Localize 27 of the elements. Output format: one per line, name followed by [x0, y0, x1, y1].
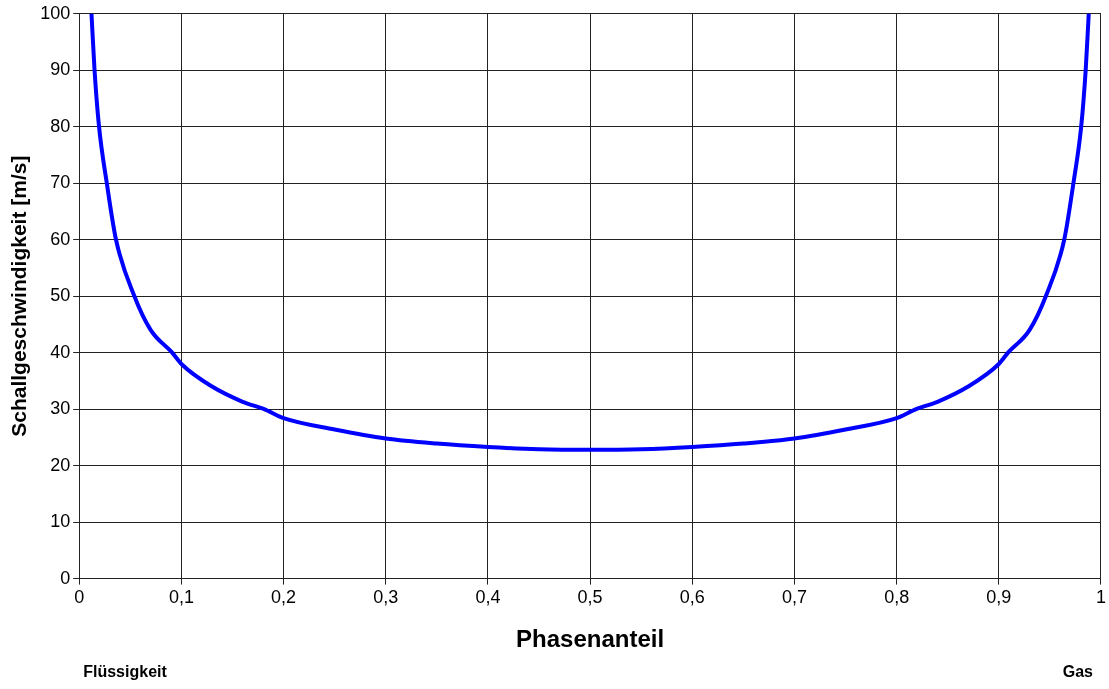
y-tick-label: 50	[50, 285, 71, 306]
x-tick-label: 0,1	[168, 587, 194, 608]
x-axis-title: Phasenanteil	[516, 625, 665, 653]
x-tick-label: 0,7	[781, 587, 807, 608]
x-tick-label: 0,9	[986, 587, 1012, 608]
y-tick-label: 30	[50, 398, 71, 419]
y-tick-label: 90	[50, 59, 71, 80]
x-tick-label: 0	[74, 587, 85, 608]
y-tick-label: 10	[50, 511, 71, 532]
x-tick-label: 0,4	[475, 587, 501, 608]
x-tick-label: 0,3	[373, 587, 399, 608]
text: Gas	[1062, 663, 1094, 681]
y-tick-label: 20	[50, 454, 71, 475]
y-tick-label: 80	[50, 115, 71, 136]
y-tick-label: 40	[50, 341, 71, 362]
y-tick-label: 100	[40, 2, 71, 23]
y-tick-label: 70	[50, 172, 71, 193]
y-tick-label: 60	[50, 228, 71, 249]
text: Flüssigkeit	[83, 663, 168, 681]
x-tick-label: 0,5	[577, 587, 603, 608]
x-tick-label: 0,2	[271, 587, 297, 608]
line-series	[89, 13, 1091, 452]
y-tick-label: 0	[60, 567, 71, 588]
x-tick-label: 1	[1095, 587, 1106, 608]
x-tick-label: 0,6	[679, 587, 705, 608]
y-axis-title: Schallgeschwindigkeit [m/s]	[7, 155, 31, 437]
x-tick-label: 0,8	[884, 587, 910, 608]
